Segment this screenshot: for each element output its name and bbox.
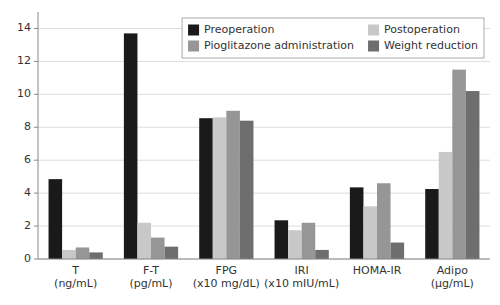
bar <box>425 189 439 259</box>
y-tick <box>34 127 38 128</box>
bar <box>466 91 480 259</box>
bar <box>62 250 76 259</box>
y-tick-label: 6 <box>24 153 31 166</box>
legend: Preoperation Postoperation Pioglitazone ad… <box>182 18 484 58</box>
chart-container: 0 2 4 6 8 10 12 14 T(ng/mL) F-T(pg/mL) FPG(x10 mg/… <box>0 0 500 305</box>
y-tick <box>34 160 38 161</box>
bar <box>240 121 254 259</box>
grid-line <box>38 127 490 128</box>
bar <box>137 223 151 259</box>
bar <box>315 250 329 259</box>
bar <box>124 33 138 259</box>
bar <box>226 111 240 259</box>
legend-frame <box>182 18 484 58</box>
bar <box>350 187 364 259</box>
x-tick-label: HOMA-IR <box>353 264 402 277</box>
legend-label: Preoperation <box>204 23 274 36</box>
x-tick-label: T(ng/mL) <box>54 264 97 290</box>
y-tick-label: 8 <box>24 120 31 133</box>
bar <box>165 247 179 259</box>
grid-line <box>38 193 490 194</box>
x-tick-label: F-T(pg/mL) <box>129 264 172 290</box>
grid-line <box>38 160 490 161</box>
bar <box>76 247 90 259</box>
bar <box>89 252 103 259</box>
legend-swatch <box>368 41 379 52</box>
grid-line <box>38 61 490 62</box>
bars <box>49 33 480 259</box>
bar <box>363 206 377 259</box>
y-tick-label: 4 <box>24 186 31 199</box>
bar <box>288 230 302 259</box>
y-tick <box>34 28 38 29</box>
legend-swatch <box>368 25 379 36</box>
legend-label: Weight reduction <box>384 39 478 52</box>
y-tick <box>34 94 38 95</box>
grid-line <box>38 226 490 227</box>
bar <box>213 117 227 259</box>
chart: 0 2 4 6 8 10 12 14 T(ng/mL) F-T(pg/mL) FPG(x10 mg/… <box>0 0 500 305</box>
y-tick <box>34 193 38 194</box>
x-tick-label: IRI(x10 mIU/mL) <box>264 264 339 290</box>
y-tick-label: 2 <box>24 219 31 232</box>
legend-item: Preoperation <box>188 23 274 36</box>
grid-line <box>38 259 490 260</box>
y-tick <box>34 226 38 227</box>
y-tick-label: 12 <box>17 54 31 67</box>
legend-item: Pioglitazone administration <box>188 39 354 52</box>
bar <box>302 223 316 259</box>
y-tick <box>34 259 38 260</box>
bar <box>275 220 289 259</box>
legend-label: Postoperation <box>384 23 460 36</box>
bar <box>199 118 213 259</box>
bar <box>151 238 165 259</box>
legend-item: Postoperation <box>368 23 460 36</box>
x-axis <box>38 259 490 260</box>
bar <box>49 179 63 259</box>
y-tick <box>34 61 38 62</box>
x-tick-label: FPG(x10 mg/dL) <box>193 264 260 290</box>
y-tick-label: 14 <box>17 21 31 34</box>
grid <box>38 28 490 259</box>
bar <box>391 243 405 259</box>
y-axis <box>38 12 39 259</box>
legend-label: Pioglitazone administration <box>204 39 354 52</box>
bar <box>439 152 453 259</box>
y-tick-label: 0 <box>24 252 31 265</box>
bar <box>452 70 466 259</box>
x-tick-label: Adipo(μg/mL) <box>431 264 474 290</box>
legend-swatch <box>188 25 199 36</box>
legend-swatch <box>188 41 199 52</box>
legend-item: Weight reduction <box>368 39 478 52</box>
y-tick-label: 10 <box>17 87 31 100</box>
bar <box>377 183 391 259</box>
grid-line <box>38 94 490 95</box>
